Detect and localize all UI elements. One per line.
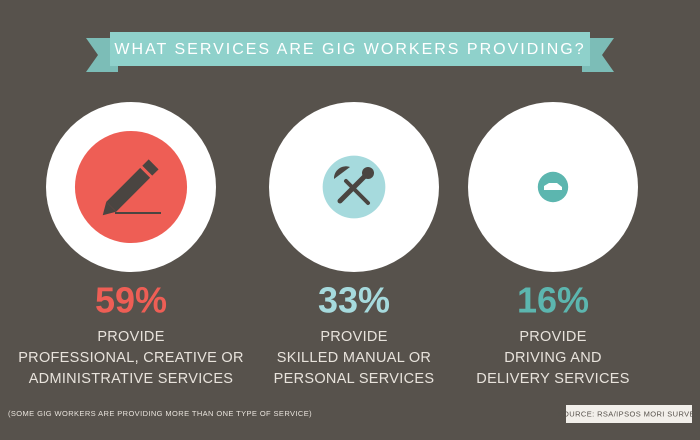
description-line: PERSONAL SERVICES [274,371,435,387]
source: SOURCE: RSA/IPSOS MORI SURVEY [558,409,700,418]
icon-part [333,166,350,179]
description-line: DELIVERY SERVICES [476,371,629,387]
icon-part [106,167,151,212]
description-line: PROFESSIONAL, CREATIVE OR [18,350,244,366]
source-box [566,405,692,423]
percent-label: 59% [95,280,167,321]
description-line: DRIVING AND [504,350,602,366]
icon-part [362,167,374,179]
percent-label: 16% [517,280,589,321]
icon-part [544,183,562,190]
ribbon [110,32,590,66]
pencil-icon [102,159,159,216]
description-line: PROVIDE [519,329,586,345]
description-line: PROVIDE [97,329,164,345]
description-line: ADMINISTRATIVE SERVICES [29,371,234,387]
percent-label: 33% [318,280,390,321]
title: WHAT SERVICES ARE GIG WORKERS PROVIDING? [114,41,585,58]
icon-part [344,179,370,205]
description-line: PROVIDE [320,329,387,345]
description-line: SKILLED MANUAL OR [277,350,431,366]
icon-part [102,201,117,216]
footnote: (SOME GIG WORKERS ARE PROVIDING MORE THA… [8,409,312,418]
icon-part [142,159,159,176]
